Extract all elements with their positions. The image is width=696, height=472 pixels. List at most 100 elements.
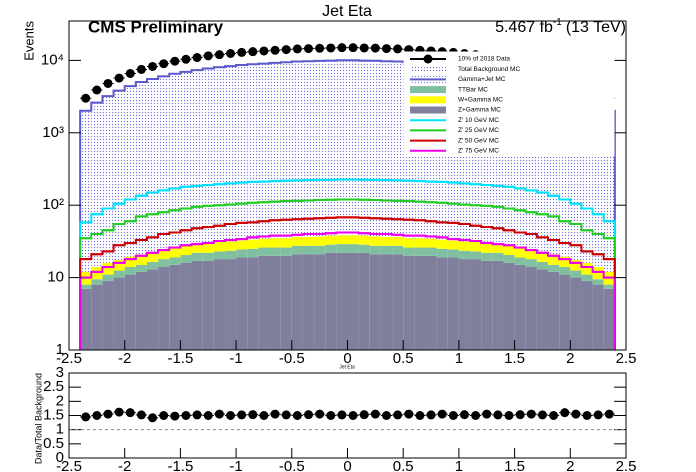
stack-bar [369, 236, 381, 246]
stack-bar [113, 90, 125, 261]
data-point [114, 73, 124, 83]
stack-bar [447, 249, 459, 258]
stack-bar [436, 248, 448, 258]
stack-bar [102, 262, 114, 275]
ratio-point [248, 410, 258, 420]
stack-bar [369, 245, 381, 255]
data-point [92, 85, 102, 95]
stack-bar [258, 63, 270, 239]
data-point [304, 44, 314, 54]
stack-bar [291, 245, 303, 255]
stack-bar [392, 236, 404, 246]
ratio-point [181, 411, 191, 420]
stack-bar [525, 267, 537, 350]
stack-bar [559, 86, 571, 257]
data-point [393, 44, 403, 54]
stack-bar [291, 236, 303, 246]
stack-bar [280, 238, 292, 248]
legend-label: Z' 75 GeV MC [458, 148, 499, 155]
legend-label: TTBar MC [458, 86, 488, 93]
ratio-point [114, 407, 124, 417]
stack-bar [347, 252, 359, 350]
stack-bar [425, 255, 437, 350]
legend-label: Gamma+Jet MC [458, 76, 506, 83]
data-point [348, 43, 358, 53]
data-point [192, 53, 202, 63]
stack-bar [403, 247, 415, 256]
stack-bar [236, 249, 248, 258]
stack-bar [180, 245, 192, 256]
stack-bar [213, 242, 225, 252]
stack-bar [492, 260, 504, 350]
ratio-frame [68, 372, 627, 459]
data-point [381, 44, 391, 54]
stack-bar [314, 60, 326, 237]
x-tick-label: 0 [343, 350, 351, 367]
stack-bar [603, 110, 615, 272]
stack-bar [314, 236, 326, 246]
stack-bar [80, 110, 92, 272]
x-tick-label: 2 [566, 350, 574, 367]
stack-bar [492, 70, 504, 244]
stack-bar [536, 261, 549, 270]
x-tick-label: 2.5 [616, 350, 637, 367]
stack-bar [392, 61, 404, 237]
stack-bar [570, 270, 582, 278]
ratio-point [214, 409, 224, 419]
legend-label: Z+Gamma MC [458, 107, 501, 114]
stack-bar [458, 259, 471, 350]
ratio-point [304, 410, 314, 420]
stack-bar [124, 274, 136, 350]
legend-symbol [410, 96, 446, 104]
ratio-point [237, 410, 247, 420]
stack-bar [146, 269, 159, 350]
x-tick-label: -2 [118, 458, 131, 472]
stack-bar [269, 238, 281, 248]
ratio-point [159, 411, 169, 420]
stack-bar [536, 79, 549, 253]
stack-bar [258, 247, 270, 256]
data-point [81, 93, 91, 103]
stack-bar [380, 61, 393, 237]
stack-bar [269, 255, 281, 350]
stack-bar [336, 252, 348, 350]
stack-bar [559, 267, 571, 275]
legend-symbol [410, 106, 446, 114]
ratio-point [226, 411, 236, 420]
stack-bar [369, 60, 381, 237]
stack-bar [202, 260, 214, 350]
stack-bar [525, 76, 537, 250]
stack-bar [481, 252, 493, 261]
stack-bar [291, 61, 303, 237]
ratio-point [571, 409, 581, 419]
ratio-point [482, 409, 492, 419]
ratio-point [192, 410, 202, 420]
stack-bar [570, 277, 582, 350]
stack-bar [113, 260, 125, 271]
stack-bar [336, 244, 348, 253]
ratio-point [381, 411, 391, 420]
stack-bar [325, 235, 337, 245]
x-tick-label: 0.5 [393, 350, 414, 367]
stack-bar [247, 248, 259, 258]
stack-bar [236, 257, 248, 350]
x-tick-label: -1 [229, 458, 242, 472]
stack-bar [191, 243, 203, 253]
lumi-sup: -1 [553, 17, 562, 28]
stack-bar [146, 252, 159, 262]
ratio-point [270, 409, 280, 419]
x-tick-label: 1.5 [504, 350, 525, 367]
stack-bar [492, 252, 504, 261]
stack-bar [403, 238, 415, 248]
stack-bar [392, 245, 404, 255]
stack-bar [102, 274, 114, 281]
ratio-point [292, 411, 302, 420]
stack-bar [124, 267, 136, 275]
stack-bar [91, 284, 103, 350]
y-tick-label: 2 [56, 392, 64, 409]
stack-bar [158, 249, 170, 260]
stack-bar [80, 288, 92, 350]
hist-riser [79, 231, 616, 350]
stack-bar [481, 243, 493, 253]
stack-bar [258, 238, 270, 248]
